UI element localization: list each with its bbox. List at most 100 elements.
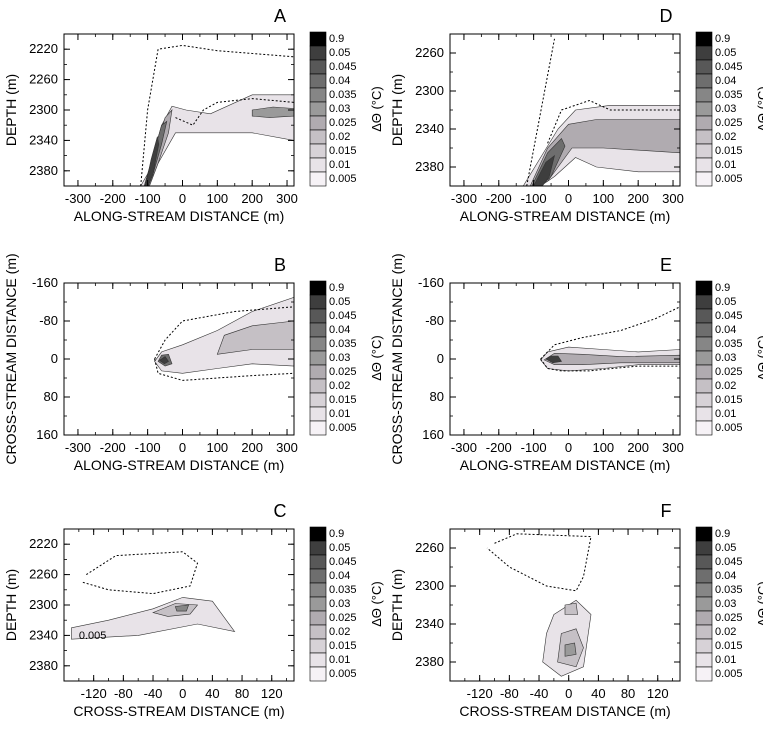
y-tick-label: -80 [425,313,444,328]
dotted-contour [486,533,592,592]
contour-region [174,604,190,612]
colorbar-level: 0.02 [329,626,350,638]
colorbar-level: 0.045 [715,61,743,73]
colorbar-swatch [309,143,327,159]
x-tick-label: 100 [206,191,228,206]
colorbar-swatch [309,45,327,61]
colorbar-swatch [309,157,327,173]
panel-a: -300 -200 -100 0 100 200 300 2220 2260 2300 2340 23… [3,6,384,224]
colorbar-swatch [695,420,713,436]
x-tick-label: -200 [486,191,512,206]
contour-annotation: 0.005 [79,630,107,642]
colorbar-level: 0.015 [715,640,743,652]
y-tick-label: -160 [32,275,58,290]
colorbar-swatch [695,364,713,380]
colorbar-level: 0.015 [329,145,357,157]
x-tick-label: 100 [592,191,614,206]
colorbar-swatch [309,101,327,117]
colorbar-swatch [695,87,713,103]
contour-region [529,119,680,186]
x-tick-label: 100 [206,440,228,455]
x-tick-label: -200 [486,440,512,455]
colorbar-swatch [309,59,327,75]
panel-label: D [660,6,673,26]
plot-area [540,306,680,372]
colorbar-level: 0.005 [715,173,743,185]
y-tick-label: 160 [422,427,444,442]
colorbar-swatch [309,31,327,47]
x-tick-label: -100 [521,440,547,455]
x-tick-label: 300 [276,191,298,206]
colorbar-level: 0.025 [329,117,357,129]
y-tick-label: 0 [51,351,58,366]
colorbar-level: 0.01 [715,408,736,420]
dotted-contour [175,98,294,126]
y-tick-label: 2340 [415,616,444,631]
colorbar: 0.9 0.05 0.045 0.04 0.035 0.03 0.025 0.02 0.015 0… [695,31,763,187]
colorbar-level: 0.025 [715,117,743,129]
colorbar-level: 0.05 [715,47,736,59]
colorbar: 0.9 0.05 0.045 0.04 0.035 0.03 0.025 0.02 0.015 0… [309,280,384,436]
y-tick-label: -80 [39,313,58,328]
x-axis-label: ALONG-STREAM DISTANCE (m) [74,457,285,473]
colorbar-swatch [695,624,713,640]
panel-f: -120 -80 -40 0 40 80 120 2260 2300 2340 2380 CROSS-… [389,501,763,719]
colorbar-swatch [309,308,327,324]
colorbar-level: 0.005 [329,173,357,185]
colorbar-level: 0.04 [715,324,736,336]
colorbar-level: 0.01 [329,159,350,171]
contour-region [145,136,160,186]
colorbar-swatch [695,568,713,584]
contour-region [545,355,563,364]
colorbar-swatch [309,392,327,408]
colorbar-swatch [309,568,327,584]
colorbar-label: ΔΘ (°C) [755,581,763,626]
dotted-contour [547,99,680,144]
colorbar-level: 0.03 [329,103,350,115]
colorbar-level: 0.045 [715,310,743,322]
colorbar-level: 0.04 [329,75,350,87]
x-tick-label: -100 [135,191,161,206]
x-tick-label: 200 [627,191,649,206]
x-tick-label: -300 [65,191,91,206]
x-tick-label: 120 [647,686,669,701]
y-tick-label: 2260 [415,45,444,60]
x-tick-label: 100 [592,440,614,455]
colorbar-label: ΔΘ (°C) [369,335,384,380]
colorbar-level: 0.02 [715,380,736,392]
y-tick-label: 2380 [415,654,444,669]
colorbar-level: 0.03 [329,598,350,610]
colorbar-level: 0.03 [715,103,736,115]
y-tick-label: 2220 [29,41,58,56]
x-tick-label: -80 [114,686,133,701]
x-tick-label: -200 [100,440,126,455]
colorbar-swatch [695,610,713,626]
colorbar-level: 0.05 [329,542,350,554]
colorbar-swatch [695,45,713,61]
y-axis-label: DEPTH (m) [389,74,405,146]
colorbar-swatch [309,652,327,668]
colorbar: 0.9 0.05 0.045 0.04 0.035 0.03 0.025 0.02 0.015 0… [309,31,384,187]
colorbar-swatch [309,129,327,145]
y-tick-label: 2380 [29,163,58,178]
dotted-contour [540,358,680,372]
colorbar-swatch [309,406,327,422]
colorbar-swatch [309,596,327,612]
colorbar-level: 0.045 [329,556,357,568]
colorbar-swatch [695,129,713,145]
colorbar-swatch [695,59,713,75]
colorbar-level: 0.015 [715,394,743,406]
colorbar-swatch [695,540,713,556]
colorbar-level: 0.05 [329,296,350,308]
x-tick-label: -200 [100,191,126,206]
y-tick-label: 0 [437,351,444,366]
colorbar-label: ΔΘ (°C) [755,86,763,131]
y-tick-label: 2300 [415,83,444,98]
colorbar-level: 0.015 [329,640,357,652]
contour-region [251,106,294,118]
colorbar-level: 0.005 [715,422,743,434]
x-tick-label: 200 [627,440,649,455]
colorbar-level: 0.03 [715,352,736,364]
colorbar-level: 0.03 [329,352,350,364]
colorbar-swatch [695,638,713,654]
